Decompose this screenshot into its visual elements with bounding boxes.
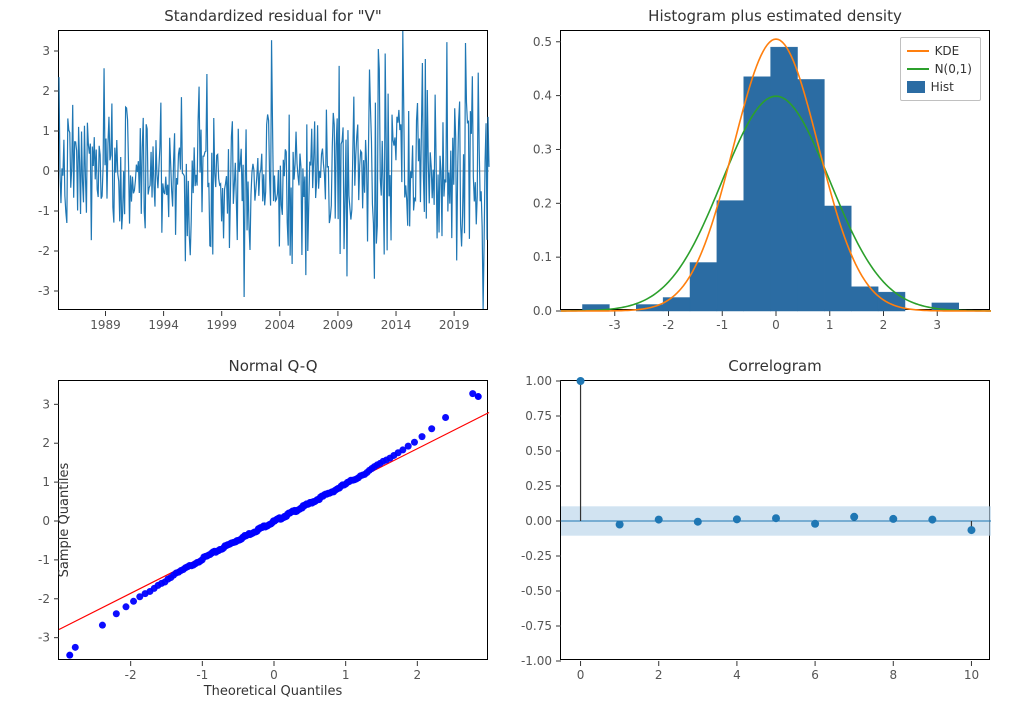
svg-text:1: 1	[42, 124, 50, 138]
svg-text:1989: 1989	[90, 318, 121, 332]
svg-text:-1.00: -1.00	[521, 654, 552, 668]
svg-text:0: 0	[42, 164, 50, 178]
svg-text:3: 3	[42, 44, 50, 58]
svg-text:3: 3	[933, 318, 941, 332]
legend-item: Hist	[907, 78, 972, 96]
svg-text:-2: -2	[38, 244, 50, 258]
legend-item: N(0,1)	[907, 60, 972, 78]
svg-text:-3: -3	[38, 284, 50, 298]
svg-text:2019: 2019	[439, 318, 470, 332]
svg-text:-2: -2	[125, 668, 137, 682]
svg-text:0.2: 0.2	[533, 196, 552, 210]
svg-text:4: 4	[733, 668, 741, 682]
svg-text:0.50: 0.50	[525, 444, 552, 458]
histogram-legend: KDEN(0,1)Hist	[900, 37, 981, 101]
legend-label: KDE	[935, 42, 960, 60]
svg-text:-3: -3	[609, 318, 621, 332]
correlogram-chart: 0246810-1.00-0.75-0.50-0.250.000.250.500…	[561, 381, 991, 661]
histogram-panel: Histogram plus estimated density -3-2-10…	[560, 30, 990, 310]
svg-text:1.00: 1.00	[525, 374, 552, 388]
svg-text:1999: 1999	[206, 318, 237, 332]
svg-text:1: 1	[826, 318, 834, 332]
qq-panel: Normal Q-Q Theoretical Quantiles Sample …	[58, 380, 488, 660]
figure: Standardized residual for "V" 1989199419…	[0, 0, 1024, 702]
svg-text:-2: -2	[663, 318, 675, 332]
svg-text:-2: -2	[38, 592, 50, 606]
correlogram-title: Correlogram	[561, 357, 989, 375]
svg-text:2: 2	[880, 318, 888, 332]
residual-title: Standardized residual for "V"	[59, 7, 487, 25]
svg-text:0.0: 0.0	[533, 304, 552, 318]
svg-text:2: 2	[655, 668, 663, 682]
svg-text:1: 1	[42, 475, 50, 489]
qq-xlabel: Theoretical Quantiles	[59, 684, 487, 699]
svg-text:0: 0	[42, 514, 50, 528]
svg-text:2009: 2009	[323, 318, 354, 332]
svg-text:0.3: 0.3	[533, 142, 552, 156]
legend-label: Hist	[931, 78, 954, 96]
svg-text:0.5: 0.5	[533, 35, 552, 49]
svg-text:2: 2	[42, 436, 50, 450]
svg-text:6: 6	[811, 668, 819, 682]
svg-text:0: 0	[577, 668, 585, 682]
svg-text:10: 10	[964, 668, 979, 682]
svg-text:-0.25: -0.25	[521, 549, 552, 563]
svg-text:-0.50: -0.50	[521, 584, 552, 598]
svg-text:-1: -1	[716, 318, 728, 332]
svg-text:2014: 2014	[381, 318, 412, 332]
legend-swatch-line	[907, 50, 929, 52]
svg-text:3: 3	[42, 397, 50, 411]
svg-text:2: 2	[414, 668, 422, 682]
residual-panel: Standardized residual for "V" 1989199419…	[58, 30, 488, 310]
legend-label: N(0,1)	[935, 60, 972, 78]
residual-chart: 1989199419992004200920142019-3-2-10123	[59, 31, 489, 311]
svg-text:2: 2	[42, 84, 50, 98]
svg-text:-1: -1	[38, 204, 50, 218]
svg-text:-1: -1	[196, 668, 208, 682]
legend-swatch-rect	[907, 81, 925, 93]
histogram-title: Histogram plus estimated density	[561, 7, 989, 25]
correlogram-panel: Correlogram 0246810-1.00-0.75-0.50-0.250…	[560, 380, 990, 660]
svg-text:0: 0	[270, 668, 278, 682]
svg-text:1994: 1994	[148, 318, 179, 332]
legend-item: KDE	[907, 42, 972, 60]
svg-text:2004: 2004	[265, 318, 296, 332]
svg-text:8: 8	[889, 668, 897, 682]
svg-text:0.25: 0.25	[525, 479, 552, 493]
svg-text:0.75: 0.75	[525, 409, 552, 423]
svg-text:0.1: 0.1	[533, 250, 552, 264]
legend-swatch-line	[907, 68, 929, 70]
svg-text:0: 0	[772, 318, 780, 332]
svg-text:-3: -3	[38, 631, 50, 645]
svg-text:-1: -1	[38, 553, 50, 567]
svg-text:0.00: 0.00	[525, 514, 552, 528]
svg-text:1: 1	[342, 668, 350, 682]
qq-title: Normal Q-Q	[59, 357, 487, 375]
qq-chart: -2-1012-3-2-10123	[59, 381, 489, 661]
svg-text:-0.75: -0.75	[521, 619, 552, 633]
svg-text:0.4: 0.4	[533, 89, 552, 103]
